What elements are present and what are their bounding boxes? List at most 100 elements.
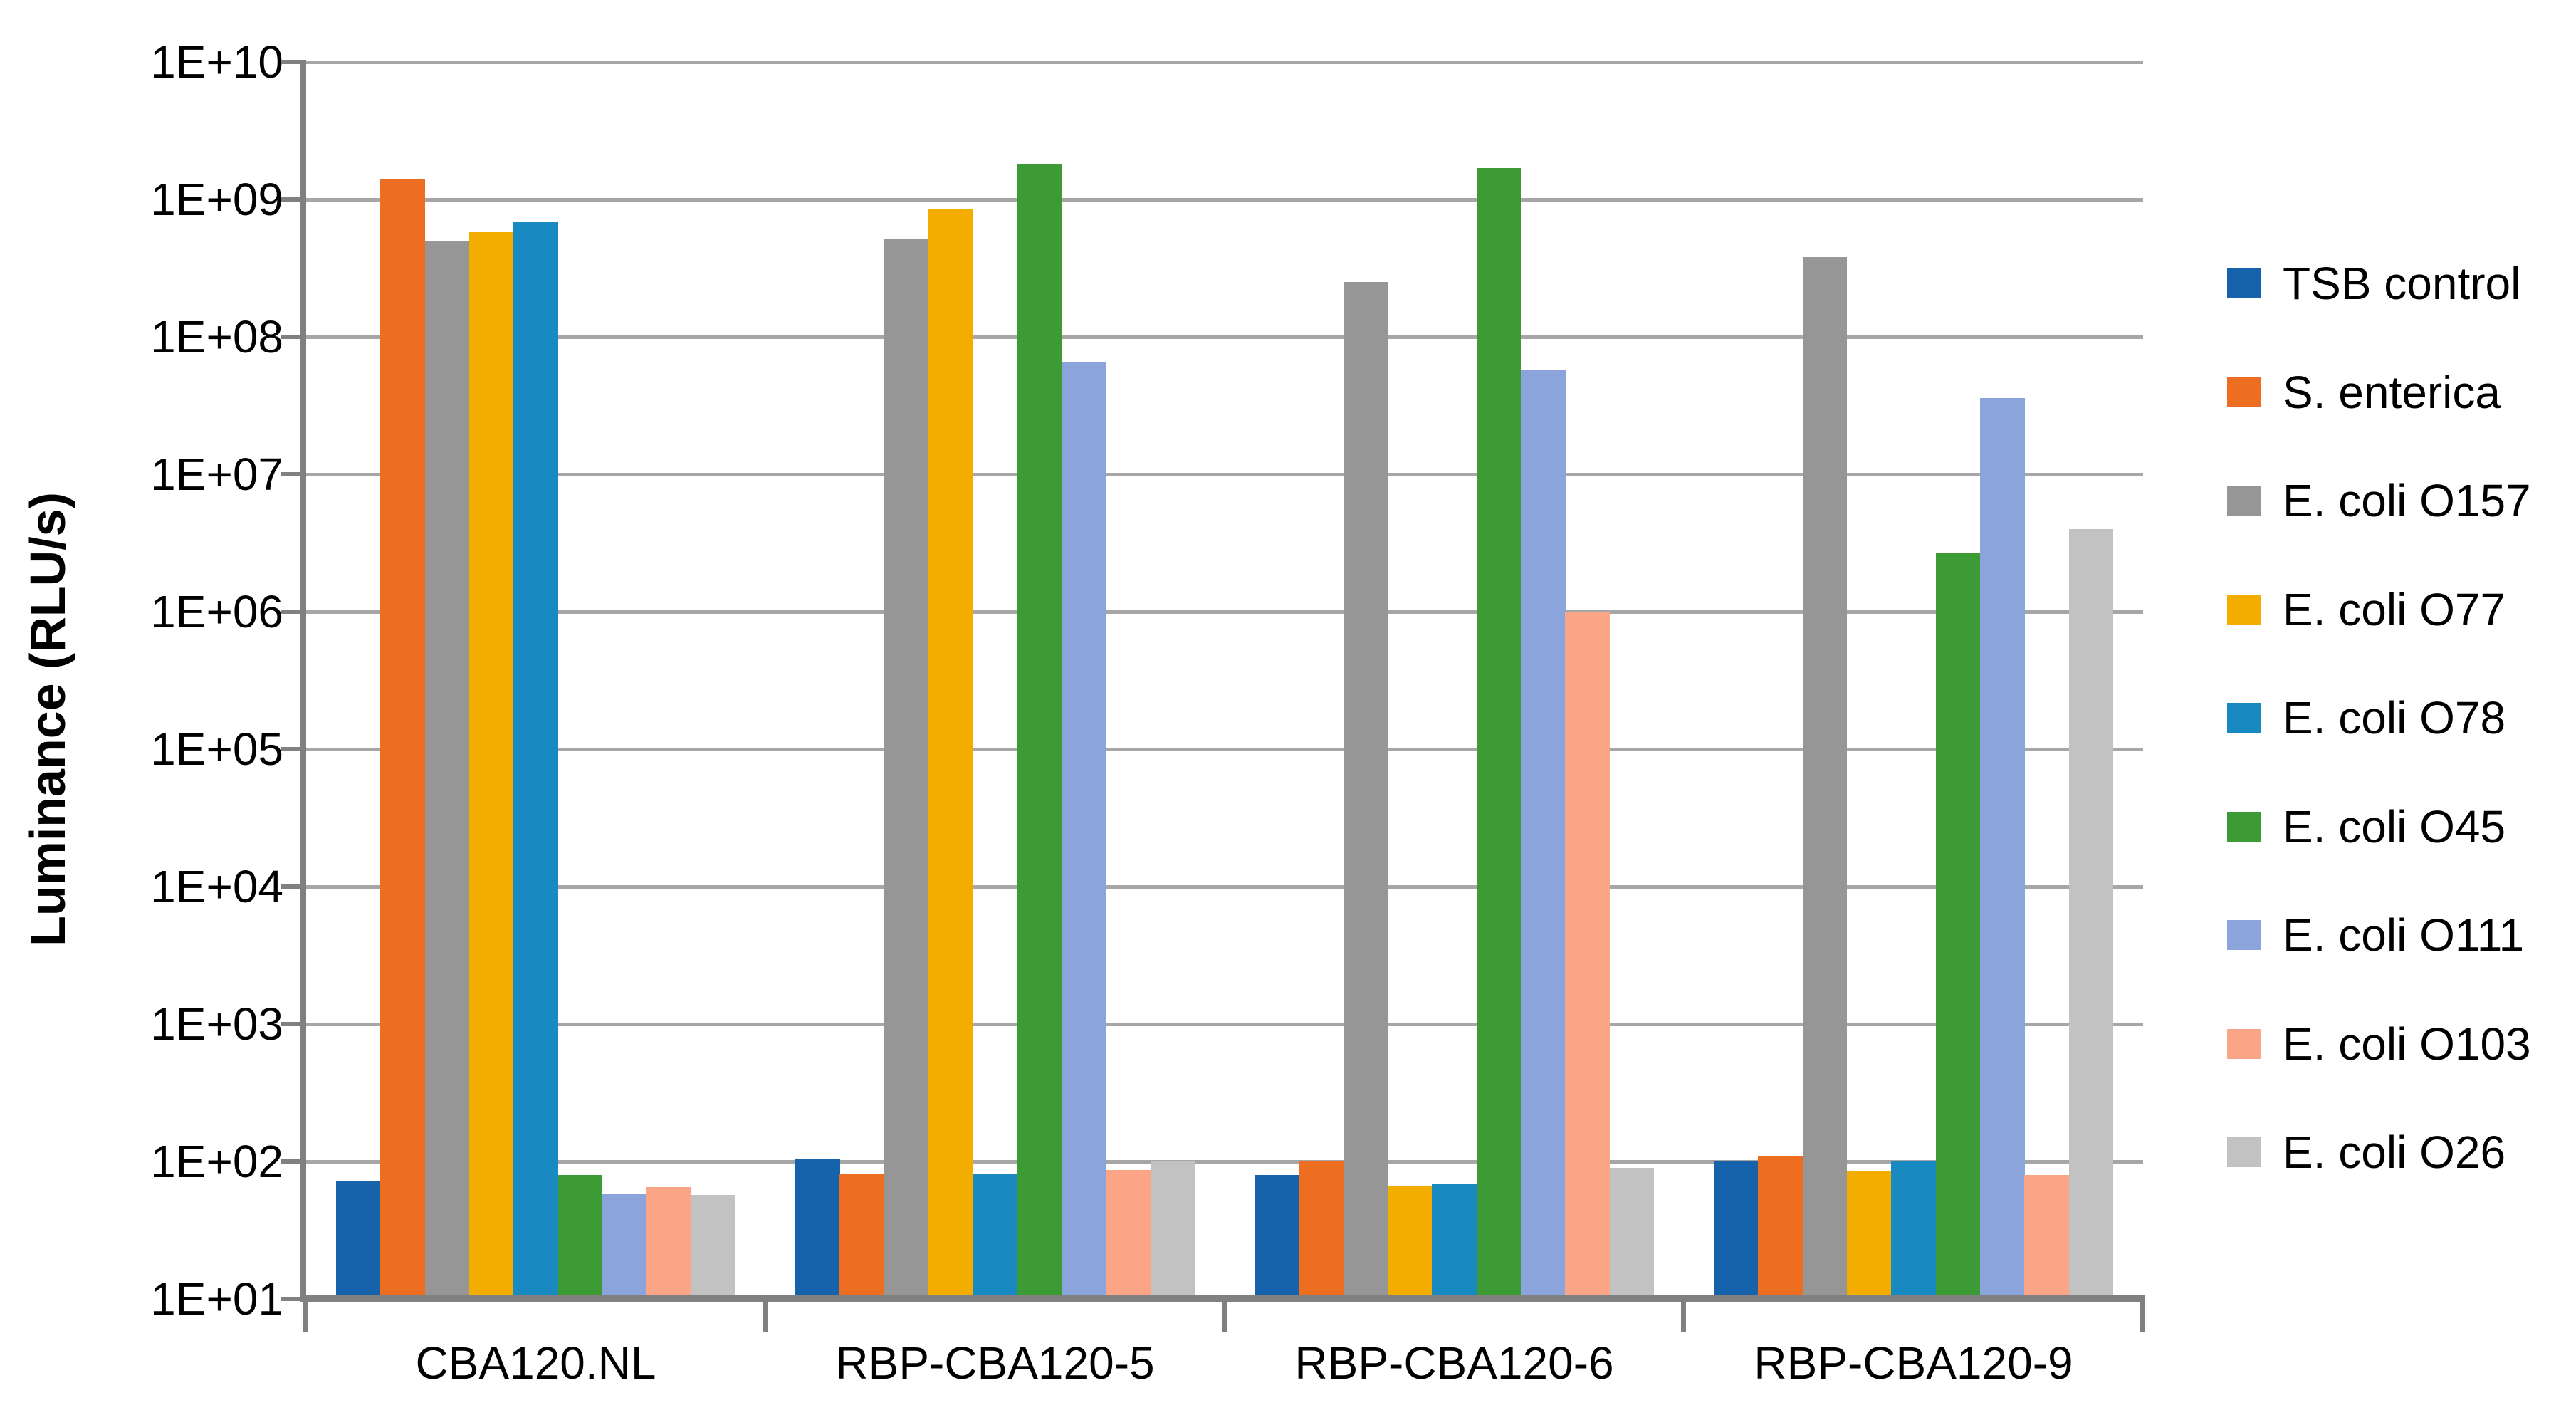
bar <box>469 231 514 1299</box>
legend-swatch <box>2227 486 2261 516</box>
x-category-label: RBP-CBA120-6 <box>1294 1337 1614 1389</box>
x-tick-mark <box>303 1302 308 1332</box>
legend-swatch <box>2227 1137 2261 1167</box>
legend-swatch <box>2227 703 2261 733</box>
bar <box>557 1174 603 1299</box>
bar <box>646 1187 692 1299</box>
bar <box>1432 1184 1477 1299</box>
y-tick-mark <box>281 747 306 751</box>
y-tick-label: 1E+10 <box>150 36 283 88</box>
bar <box>1609 1167 1655 1299</box>
gridline <box>306 1023 2143 1026</box>
bar <box>602 1194 647 1299</box>
y-axis-line <box>300 62 306 1302</box>
y-tick-label: 1E+04 <box>150 861 283 912</box>
x-category-label: RBP-CBA120-5 <box>835 1337 1155 1389</box>
y-tick-label: 1E+07 <box>150 449 283 500</box>
gridline <box>306 748 2143 751</box>
bar <box>513 222 559 1299</box>
y-tick-mark <box>281 1159 306 1164</box>
legend-label: E. coli O111 <box>2283 909 2525 961</box>
x-tick-mark <box>1681 1302 1686 1332</box>
x-tick-mark <box>2140 1302 2145 1332</box>
bar <box>1565 612 1611 1299</box>
bar <box>1758 1156 1803 1299</box>
bar <box>1388 1186 1433 1299</box>
bar <box>1476 167 1522 1299</box>
y-tick-mark <box>281 60 306 64</box>
bar <box>691 1195 736 1299</box>
x-tick-mark <box>763 1302 768 1332</box>
legend-swatch <box>2227 920 2261 950</box>
x-tick-mark <box>1222 1302 1227 1332</box>
bar <box>795 1158 840 1299</box>
bar <box>380 179 426 1299</box>
y-tick-mark <box>281 884 306 889</box>
gridline <box>306 335 2143 339</box>
legend-label: TSB control <box>2283 258 2521 309</box>
bar <box>839 1173 885 1299</box>
gridline <box>306 473 2143 476</box>
legend-label: E. coli O103 <box>2283 1018 2531 1070</box>
bar <box>1106 1169 1151 1299</box>
y-tick-label: 1E+06 <box>150 586 283 637</box>
bar <box>1299 1161 1344 1299</box>
y-tick-mark <box>281 197 306 202</box>
bar <box>1062 361 1106 1299</box>
legend-swatch <box>2227 811 2261 842</box>
y-tick-mark <box>281 610 306 614</box>
bar <box>1343 282 1388 1299</box>
bar <box>1255 1174 1299 1299</box>
bar <box>424 241 470 1299</box>
gridline <box>306 61 2143 64</box>
legend-label: E. coli O157 <box>2283 475 2531 526</box>
x-axis-line <box>300 1295 2145 1302</box>
legend-label: E. coli O26 <box>2283 1127 2506 1178</box>
legend-item: S. enterica <box>2227 367 2501 418</box>
bar <box>1802 257 1848 1299</box>
legend-item: E. coli O103 <box>2227 1018 2531 1070</box>
bar <box>1150 1161 1195 1299</box>
gridline <box>306 885 2143 889</box>
y-tick-mark <box>281 472 306 476</box>
legend-item: E. coli O77 <box>2227 584 2506 635</box>
bar <box>2068 528 2114 1299</box>
y-tick-mark <box>281 1297 306 1301</box>
y-tick-mark <box>281 1022 306 1026</box>
plot-area <box>306 61 2143 1299</box>
legend-label: S. enterica <box>2283 366 2501 418</box>
legend-label: E. coli O78 <box>2283 692 2506 743</box>
legend-swatch <box>2227 1028 2261 1059</box>
x-category-label: CBA120.NL <box>415 1337 656 1389</box>
bar <box>973 1173 1018 1299</box>
bar <box>2024 1174 2070 1299</box>
legend-item: E. coli O26 <box>2227 1127 2506 1178</box>
bar <box>1521 369 1566 1299</box>
legend-item: E. coli O78 <box>2227 692 2506 743</box>
bar <box>1891 1161 1937 1299</box>
y-tick-label: 1E+05 <box>150 724 283 775</box>
y-tick-label: 1E+03 <box>150 998 283 1050</box>
legend-item: E. coli O157 <box>2227 475 2531 526</box>
gridline <box>306 198 2143 202</box>
legend-swatch <box>2227 377 2261 407</box>
x-category-label: RBP-CBA120-9 <box>1754 1337 2073 1389</box>
y-tick-label: 1E+09 <box>150 174 283 225</box>
legend-label: E. coli O77 <box>2283 583 2506 635</box>
bar <box>1714 1161 1759 1299</box>
legend-swatch <box>2227 268 2261 298</box>
legend-item: E. coli O45 <box>2227 801 2506 852</box>
legend-item: TSB control <box>2227 258 2520 309</box>
y-tick-label: 1E+01 <box>150 1273 283 1325</box>
gridline <box>306 610 2143 614</box>
y-tick-mark <box>281 335 306 339</box>
bar <box>928 208 973 1299</box>
legend-label: E. coli O45 <box>2283 800 2506 852</box>
bar <box>1017 164 1062 1299</box>
gridline <box>306 1160 2143 1164</box>
y-tick-label: 1E+08 <box>150 311 283 362</box>
bar <box>1980 397 2025 1299</box>
legend-swatch <box>2227 594 2261 625</box>
y-tick-label: 1E+02 <box>150 1136 283 1187</box>
